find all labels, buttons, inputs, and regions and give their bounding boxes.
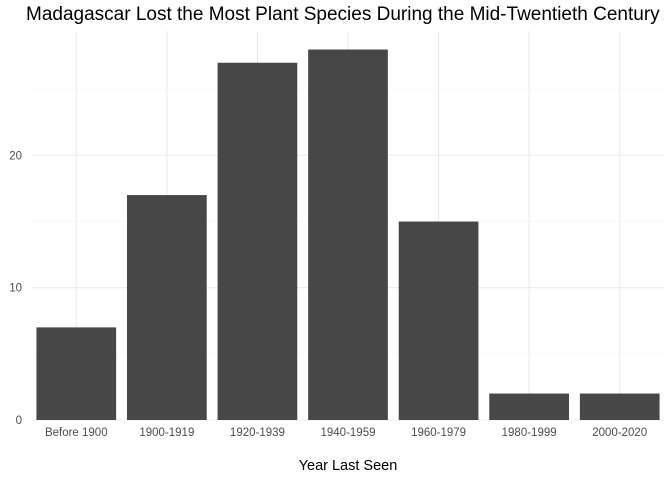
- x-tick-label: 1940-1959: [321, 427, 376, 439]
- bar-3: [217, 62, 298, 421]
- bar-4: [308, 49, 388, 421]
- bar-6: [489, 393, 569, 420]
- chart-title: Madagascar Lost the Most Plant Species D…: [26, 4, 660, 25]
- y-tick-label: 20: [9, 150, 22, 162]
- y-tick-label: 0: [16, 415, 22, 427]
- bar-5: [398, 221, 479, 420]
- x-tick-label: 1920-1939: [230, 427, 285, 439]
- x-tick-label: 1980-1999: [502, 427, 557, 439]
- x-tick-label: 1900-1919: [139, 427, 194, 439]
- bar-1: [36, 327, 117, 420]
- bars: [36, 49, 660, 421]
- x-axis-title: Year Last Seen: [299, 458, 398, 474]
- bar-7: [579, 393, 660, 420]
- y-axis-ticks: 0 10 20: [9, 150, 22, 427]
- x-axis-ticks: Before 1900 1900-1919 1920-1939 1940-1959 19…: [45, 427, 647, 439]
- bar-2: [127, 195, 207, 420]
- x-tick-label: 2000-2020: [592, 427, 647, 439]
- y-tick-label: 10: [9, 283, 22, 295]
- x-tick-label: 1960-1979: [411, 427, 466, 439]
- x-tick-label: Before 1900: [45, 427, 108, 439]
